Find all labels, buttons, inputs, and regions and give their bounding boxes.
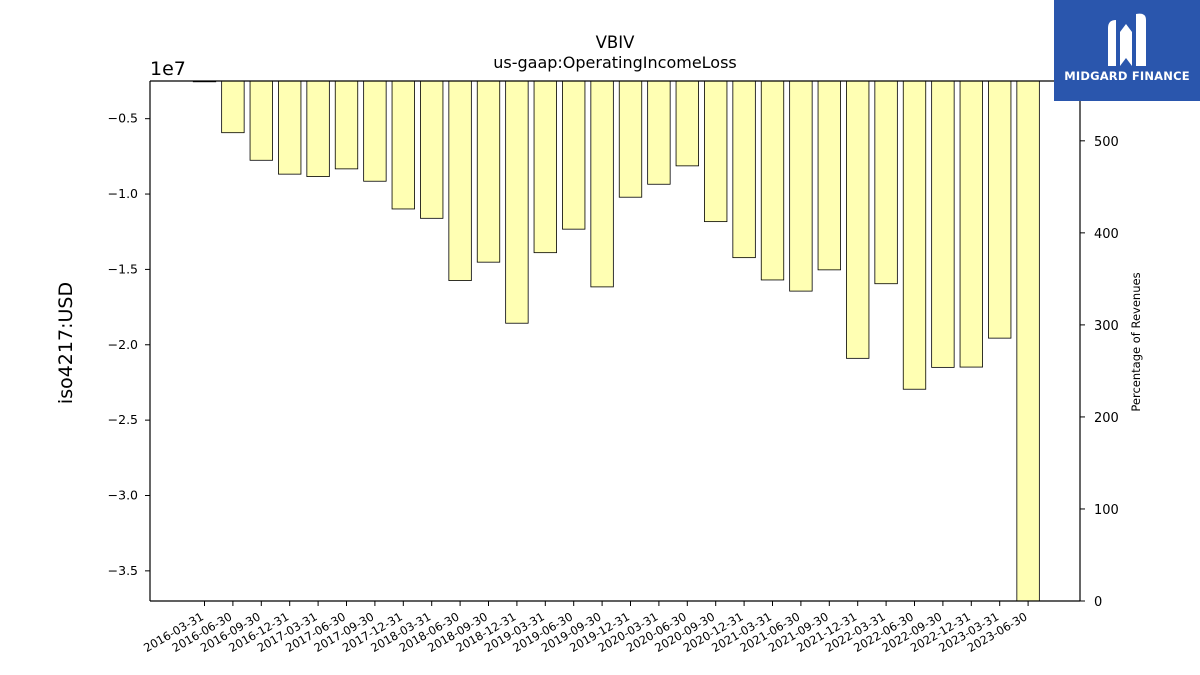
logo-text: MIDGARD FINANCE: [1064, 69, 1190, 83]
y-axis-label: iso4217:USD: [55, 282, 77, 404]
midgard-logo-icon: [1108, 13, 1146, 67]
y2-tick-label: 300: [1094, 319, 1119, 334]
y2-tick-label: 400: [1094, 227, 1119, 242]
bar-2021-12-31: [846, 80, 870, 359]
y2-tick-label: 500: [1094, 135, 1119, 150]
bar-2017-12-31: [391, 80, 415, 210]
chart-title: VBIV: [596, 33, 635, 52]
y-tick-label: −0.5: [108, 111, 138, 126]
bar-2023-03-31: [988, 80, 1012, 339]
bar-2018-06-30: [448, 80, 472, 281]
bar-2023-06-30: [1016, 80, 1040, 602]
bar-2021-09-30: [817, 80, 841, 271]
bar-2017-06-30: [334, 80, 359, 170]
bar-2020-12-31: [732, 80, 756, 259]
midgard-finance-logo: MIDGARD FINANCE: [1054, 0, 1200, 101]
y-tick-label: −2.5: [108, 412, 138, 427]
bar-2016-09-30: [249, 80, 273, 161]
y2-tick-label: 200: [1094, 411, 1119, 426]
bar-2019-03-31: [533, 80, 557, 254]
bar-2016-12-31: [278, 80, 302, 175]
y-offset-label: 1e7: [150, 58, 186, 80]
bar-2022-12-31: [959, 80, 983, 368]
bar-2022-09-30: [931, 80, 955, 368]
bar-2020-09-30: [704, 80, 728, 223]
bar-2022-03-31: [874, 80, 898, 285]
bars: [192, 80, 1040, 602]
bar-2019-12-31: [618, 80, 643, 198]
y-tick-label: −1.5: [108, 261, 138, 276]
bar-2019-09-30: [590, 80, 614, 288]
chart-subtitle: us-gaap:OperatingIncomeLoss: [493, 53, 737, 72]
bar-2018-12-31: [505, 80, 529, 324]
bar-2020-03-31: [647, 80, 671, 185]
bar-2021-03-31: [760, 80, 785, 281]
bar-2019-06-30: [562, 80, 586, 230]
y2-tick-label: 100: [1094, 503, 1119, 518]
y2-axis-label: Percentage of Revenues: [1129, 272, 1143, 411]
bar-2021-06-30: [789, 80, 813, 292]
y-tick-label: −1.0: [108, 186, 138, 201]
bar-2017-09-30: [363, 80, 387, 182]
y2-tick-label: 0: [1094, 595, 1102, 610]
y-tick-label: −3.0: [108, 487, 138, 502]
bar-2022-06-30: [902, 80, 927, 390]
y-tick-label: −3.5: [108, 563, 138, 578]
bar-2016-06-30: [221, 80, 245, 134]
bar-2017-03-31: [306, 80, 330, 177]
bar-2018-09-30: [476, 80, 501, 263]
bar-2018-03-31: [420, 80, 444, 219]
bar-2020-06-30: [675, 80, 699, 167]
y-tick-label: −2.0: [108, 337, 138, 352]
